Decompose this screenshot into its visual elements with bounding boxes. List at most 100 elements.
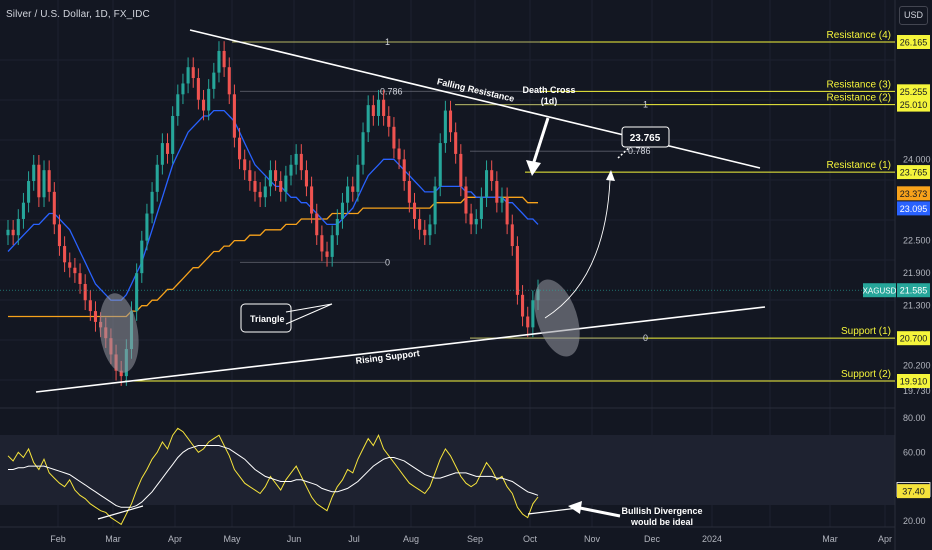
candle-body [510,224,514,247]
candle-body [176,94,180,116]
candle-body [428,224,432,236]
candle-body [464,186,468,214]
level-tag [897,374,930,388]
time-tick-label: Feb [50,534,66,544]
projection-curve [544,179,611,319]
candle-body [78,273,82,284]
candle-body [289,164,293,176]
death-cross-arrow [530,117,550,169]
target-callout-box [621,126,670,148]
bullish-divergence-label: Bullish Divergence [621,506,702,516]
time-tick-label: Sep [467,534,483,544]
price-tick-label: 19.730 [903,386,931,396]
time-tick-label: Aug [403,534,419,544]
fib-label: 0 [643,333,648,343]
death-cross-arrowhead [526,160,541,176]
candle-body [304,170,308,187]
death-cross-tf-label: (1d) [541,96,558,106]
rsi-tag-value: 37.40 [902,487,925,497]
candle-body [361,132,365,165]
candle-body [412,202,417,219]
candle-body [93,311,98,322]
candle-body [418,218,422,230]
candle-body [407,181,411,203]
candle-body [325,251,329,257]
candle-body [387,115,391,127]
candle-body [63,246,67,263]
candle-body [531,300,535,328]
candle-body [140,240,144,274]
fib-label: 1 [643,100,648,110]
level-tag [897,331,930,346]
time-tick-label: Oct [523,534,538,544]
level-tag [897,35,930,49]
candle-body [443,110,447,144]
candle-body [227,67,231,95]
fib-label: 0.786 [628,146,651,156]
divergence-arrowhead [568,501,582,514]
rsi-pane [7,427,579,526]
rsi-divergence-line-left [97,505,144,520]
fib-label: 0 [385,257,390,267]
candle-body [335,218,339,236]
candle-body [155,164,159,192]
candle-body [479,197,483,219]
time-tick-label: Jul [348,534,360,544]
time-tick-label: Mar [822,534,838,544]
candle-body [32,164,36,182]
rsi-tick-label: 60.00 [903,447,926,457]
time-tick-label: May [223,534,241,544]
candle-body [248,170,252,182]
level-tag-value: 25.010 [900,100,928,110]
candle-body [340,202,345,219]
rsi-ma-line [8,445,539,508]
projection-arrowhead [606,170,615,181]
level-tag [897,165,930,180]
candle-body [135,273,139,312]
level-label: Support (1) [841,326,891,337]
bullish-divergence-label-2: would be ideal [630,517,693,527]
candle-body [433,186,437,225]
currency-button[interactable]: USD [899,6,928,25]
triangle-label: Triangle [250,314,285,324]
candle-body [16,218,20,236]
candle-body [171,115,175,154]
candle-body [181,83,185,95]
candle-body [201,99,206,111]
candle-body [21,202,25,219]
candle-body [448,110,453,133]
level-label: Resistance (2) [827,93,891,104]
candle-body [243,159,247,171]
candle-body [222,50,226,68]
level-label: Resistance (3) [827,79,891,90]
candle-body [459,153,463,187]
candle-body [217,50,221,73]
candle-body [52,191,56,225]
candle-body [299,153,303,171]
candle-body [469,213,473,225]
candle-body [27,181,31,203]
candle-body [212,72,216,89]
candle-body [253,181,257,192]
candle-body [382,99,386,116]
rsi-tag [897,484,930,499]
candle-body [474,218,478,225]
rsi-band [0,435,895,505]
candle-body [320,235,324,252]
candle-body [392,126,396,149]
candle-body [315,213,319,236]
candle-body [145,213,149,241]
candle-body [423,229,427,236]
candle-body [402,159,406,182]
death-cross-label: Death Cross [522,85,575,95]
price-tick-label: 20.200 [903,360,931,370]
candle-body [356,164,360,192]
price-tag-value: 23.373 [900,189,928,199]
level-tag-value: 26.165 [900,38,928,48]
level-tag-value: 25.255 [900,87,928,97]
fib-label: 1 [385,37,390,47]
candle-body [268,170,272,187]
candle-body [42,170,46,198]
candle-body [330,235,334,257]
